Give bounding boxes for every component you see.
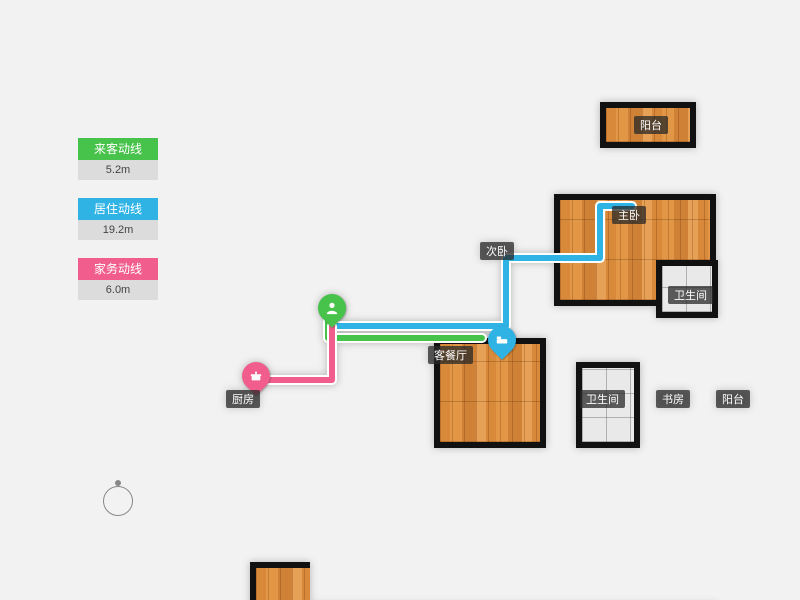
compass-icon (100, 480, 136, 516)
label-master-bed: 主卧 (612, 206, 646, 224)
visitor-line-path (328, 318, 482, 338)
compass-ring (103, 486, 133, 516)
legend-item-visitor: 来客动线 5.2m (78, 138, 158, 180)
legend-value-living: 19.2m (78, 220, 158, 240)
label-bath-top: 卫生间 (668, 286, 713, 304)
visitor-marker (318, 294, 346, 328)
bed-icon (495, 333, 509, 347)
floor-plan: 阳台 主卧 次卧 卫生间 客餐厅 厨房 卫生间 书房 阳台 (200, 90, 760, 480)
living-marker (488, 326, 516, 360)
label-balcony-right: 阳台 (716, 390, 750, 408)
floor-plan-canvas: 来客动线 5.2m 居住动线 19.2m 家务动线 6.0m 阳台 (0, 0, 800, 600)
label-balcony-top: 阳台 (634, 116, 668, 134)
person-icon (325, 301, 339, 315)
label-study: 书房 (656, 390, 690, 408)
label-kitchen: 厨房 (226, 390, 260, 408)
legend-value-visitor: 5.2m (78, 160, 158, 180)
legend-value-house: 6.0m (78, 280, 158, 300)
label-bath-bot: 卫生间 (580, 390, 625, 408)
room-corridor-ext (250, 562, 310, 600)
legend-item-house: 家务动线 6.0m (78, 258, 158, 300)
legend-label-living: 居住动线 (78, 198, 158, 220)
legend-item-living: 居住动线 19.2m (78, 198, 158, 240)
legend: 来客动线 5.2m 居住动线 19.2m 家务动线 6.0m (78, 138, 158, 318)
legend-label-visitor: 来客动线 (78, 138, 158, 160)
pot-icon (249, 369, 263, 383)
label-second-bed: 次卧 (480, 242, 514, 260)
legend-label-house: 家务动线 (78, 258, 158, 280)
label-living: 客餐厅 (428, 346, 473, 364)
